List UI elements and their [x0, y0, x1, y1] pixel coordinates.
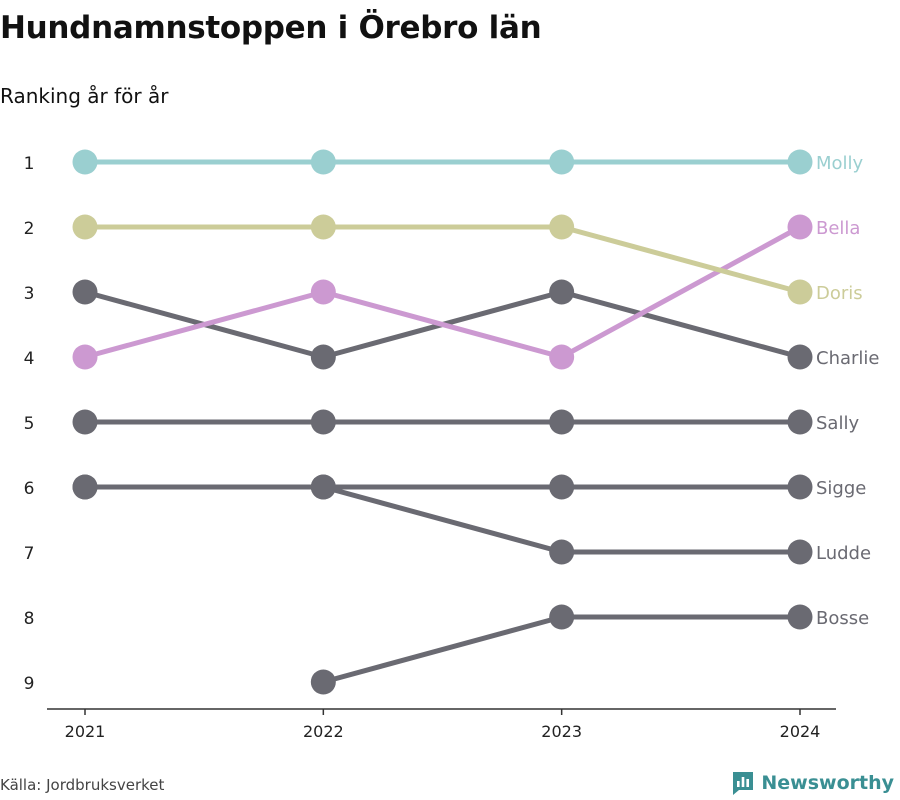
data-point-ludde: [72, 474, 98, 500]
x-tick-label: 2022: [303, 722, 344, 741]
series-label-bosse: Bosse: [816, 608, 869, 629]
data-point-sally: [310, 409, 336, 435]
data-point-doris: [72, 214, 98, 240]
data-point-molly: [787, 149, 813, 175]
data-point-charlie: [549, 279, 575, 305]
data-point-bosse: [549, 604, 575, 630]
data-point-molly: [310, 149, 336, 175]
newsworthy-logo-text: Newsworthy: [761, 772, 894, 794]
data-point-doris: [310, 214, 336, 240]
data-point-doris: [549, 214, 575, 240]
series-label-ludde: Ludde: [816, 543, 871, 564]
y-tick-label: 9: [24, 674, 35, 694]
data-point-bella: [787, 214, 813, 240]
data-point-bosse: [310, 669, 336, 695]
x-tick-label: 2023: [541, 722, 582, 741]
chart-subtitle: Ranking år för år: [0, 84, 169, 108]
y-tick-label: 6: [24, 479, 35, 499]
y-tick-label: 5: [24, 414, 35, 434]
data-point-sally: [549, 409, 575, 435]
series-label-charlie: Charlie: [816, 348, 879, 369]
x-tick-label: 2021: [65, 722, 106, 741]
y-tick-label: 2: [24, 219, 35, 239]
bump-chart: 1 2 3 4 5 6 7 8 9 2021 2022 2023 2024 Charlie Sally Sig…: [24, 149, 879, 741]
newsworthy-logo-icon: [733, 772, 754, 795]
data-point-charlie: [787, 344, 813, 370]
series-line-ludde: [82, 484, 803, 555]
data-point-bella: [549, 344, 575, 370]
data-point-bella: [310, 279, 336, 305]
y-tick-label: 1: [24, 154, 35, 174]
y-tick-label: 7: [24, 544, 35, 564]
data-point-sigge: [787, 474, 813, 500]
data-point-sally: [787, 409, 813, 435]
y-tick-label: 3: [24, 284, 35, 304]
data-point-sally: [72, 409, 98, 435]
series-label-bella: Bella: [816, 218, 860, 239]
y-tick-label: 8: [24, 609, 35, 629]
series-label-doris: Doris: [816, 283, 863, 304]
data-point-charlie: [72, 279, 98, 305]
newsworthy-logo: Newsworthy: [731, 770, 894, 796]
x-tick-label: 2024: [780, 722, 821, 741]
data-point-ludde: [787, 539, 813, 565]
data-point-sigge: [549, 474, 575, 500]
source-note: Källa: Jordbruksverket: [0, 776, 165, 794]
data-point-ludde: [310, 474, 336, 500]
data-point-doris: [787, 279, 813, 305]
series-label-sally: Sally: [816, 413, 859, 434]
chart-title: Hundnamnstoppen i Örebro län: [0, 10, 542, 46]
series-line-bella: [82, 224, 803, 360]
data-point-molly: [549, 149, 575, 175]
series-line-doris: [82, 224, 803, 295]
data-point-charlie: [310, 344, 336, 370]
data-point-bosse: [787, 604, 813, 630]
y-tick-label: 4: [24, 349, 35, 369]
data-point-bella: [72, 344, 98, 370]
series-label-molly: Molly: [816, 153, 864, 174]
series-label-sigge: Sigge: [816, 478, 866, 499]
data-point-molly: [72, 149, 98, 175]
data-point-ludde: [549, 539, 575, 565]
